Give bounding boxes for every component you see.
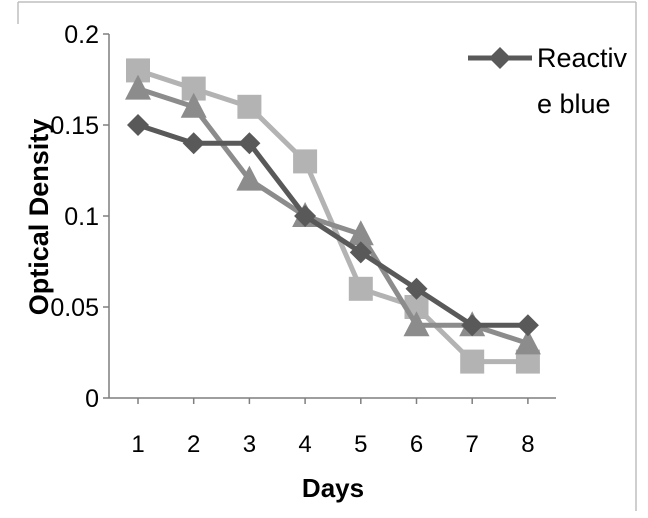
x-tick-label: 3: [243, 431, 256, 458]
x-ticks: 1 2 3 4 5 6 7 8: [131, 398, 535, 458]
data-point-triangle: [180, 92, 207, 118]
data-point-triangle: [347, 220, 374, 246]
series-triangle: [125, 74, 541, 355]
data-point-diamond: [182, 132, 205, 155]
data-point-square: [460, 349, 485, 374]
x-axis-label: Days: [302, 473, 364, 503]
legend-label-line-2: e blue: [537, 89, 611, 119]
x-tick-label: 6: [410, 431, 423, 458]
data-point-square: [348, 276, 373, 301]
data-point-triangle: [403, 311, 430, 337]
data-point-diamond: [405, 277, 428, 300]
legend: Reactiv e blue: [468, 43, 628, 119]
data-point-triangle: [514, 329, 541, 355]
y-tick-label: 0.2: [64, 21, 99, 49]
y-tick-label: 0.15: [50, 112, 99, 140]
y-tick-label: 0.05: [50, 294, 99, 322]
series-line: [137, 86, 529, 346]
x-tick-label: 7: [466, 431, 479, 458]
legend-diamond-marker: [489, 47, 511, 69]
data-point-diamond: [516, 314, 539, 337]
series-diamond: [127, 114, 539, 337]
x-tick-label: 8: [521, 431, 534, 458]
data-point-diamond: [238, 132, 261, 155]
x-tick-label: 1: [131, 431, 144, 458]
legend-label-line-1: Reactiv: [537, 43, 628, 73]
data-point-triangle: [125, 74, 151, 100]
data-point-triangle: [236, 165, 263, 191]
y-axis-label: Optical Density: [24, 119, 54, 316]
data-point-square: [293, 149, 318, 174]
x-tick-label: 2: [187, 431, 200, 458]
y-tick-label: 0: [85, 385, 99, 413]
x-tick-label: 4: [298, 431, 311, 458]
y-ticks: 0 0.05 0.1 0.15 0.2: [50, 21, 109, 413]
data-point-diamond: [294, 205, 317, 227]
x-tick-label: 5: [354, 431, 367, 458]
y-tick-label: 0.1: [64, 203, 99, 231]
series-layer: [125, 58, 541, 374]
series-square: [126, 58, 540, 374]
data-point-diamond: [349, 241, 372, 264]
data-point-diamond: [461, 314, 484, 337]
data-point-square: [237, 94, 262, 119]
data-point-diamond: [127, 114, 149, 136]
axes: [108, 34, 556, 399]
